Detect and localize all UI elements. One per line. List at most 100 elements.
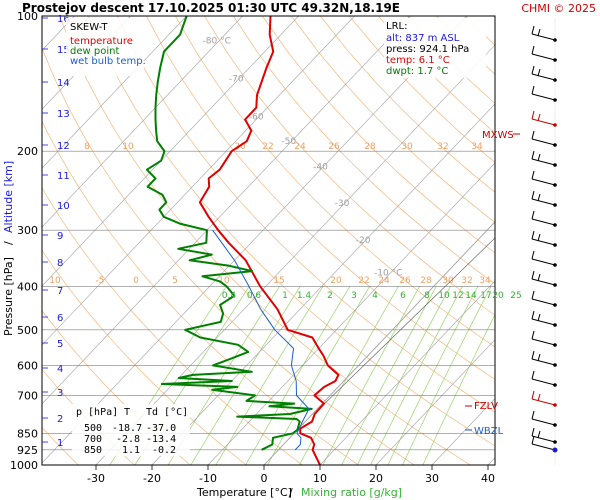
mixing-ratio-line <box>190 286 301 465</box>
temperature-tick-label: -20 <box>143 472 161 485</box>
wind-barb <box>531 25 535 35</box>
dry-adiabat <box>291 16 495 223</box>
wind-barb <box>531 230 535 240</box>
wind-barb <box>537 313 541 322</box>
isotherm-line <box>263 221 495 465</box>
wind-barb <box>531 118 556 126</box>
altitude-tick-label: 13 <box>57 109 70 120</box>
wind-barb <box>531 270 535 280</box>
isotherm-line <box>207 162 495 465</box>
wind-barb <box>531 158 556 166</box>
mixing-ratio-line <box>245 286 351 465</box>
pressure-tick-label: 700 <box>17 389 38 402</box>
lrl-temperature: temp: 6.1 °C <box>386 55 450 66</box>
wind-barb <box>531 378 556 386</box>
wind-barb <box>531 258 556 266</box>
wind-barb-dot <box>553 203 557 207</box>
altitude-tick-label: 2 <box>57 414 63 425</box>
altitude-tick-label: 12 <box>57 141 70 152</box>
credit-label: CHMI © 2025 <box>521 2 596 15</box>
dry-adiabat <box>175 16 495 348</box>
mixing-ratio-label: 14 <box>465 291 477 301</box>
wind-barb <box>531 85 535 95</box>
isotherm-label: -40 <box>313 163 328 173</box>
mixing-ratio-label: 10 <box>438 291 450 301</box>
parcel-line <box>317 237 495 411</box>
temperature-tick-label: 30 <box>425 472 439 485</box>
theta-label: -5 <box>96 276 105 286</box>
isotherm-label: -20 <box>356 236 371 246</box>
wind-barb <box>531 338 556 346</box>
wind-barb <box>531 418 556 426</box>
isotherm-line <box>42 16 243 228</box>
pressure-tick-label: 300 <box>17 224 38 237</box>
dry-adiabat <box>407 16 495 104</box>
legend: SKEW-T temperature dew point wet bulb te… <box>66 18 146 76</box>
wind-barb-dot <box>553 363 557 367</box>
lrl-info-box: LRL: alt: 837 m ASL press: 924.1 hPa tem… <box>384 18 486 78</box>
mixing-ratio-label: 17 <box>480 291 491 301</box>
isotherm-label: -30 <box>335 199 350 209</box>
wind-barb <box>531 65 535 75</box>
wind-barb-dot <box>553 440 557 444</box>
mixing-ratio-label: 1 <box>282 291 288 301</box>
wind-barb <box>531 443 556 451</box>
wind-barb <box>531 93 556 101</box>
altitude-tick-label: 4 <box>57 364 63 375</box>
isotherm-line <box>151 103 495 465</box>
isotherm-line <box>95 44 495 465</box>
wind-barb <box>531 198 556 206</box>
wind-barb <box>537 273 541 282</box>
mixing-ratio-label: 3 <box>351 291 357 301</box>
theta-label: 30 <box>401 142 413 152</box>
legend-temperature: temperature <box>70 36 133 47</box>
wind-barb <box>531 435 535 445</box>
theta-label: 20 <box>330 276 342 286</box>
table-cell: -18.7 <box>112 423 142 434</box>
theta-label: 10 <box>122 142 134 152</box>
wind-barb-dot <box>553 143 557 147</box>
wind-barb <box>531 330 535 340</box>
mixing-ratio-label: 12 <box>452 291 463 301</box>
theta-label: 26 <box>399 276 411 286</box>
wind-barb-dot <box>553 58 557 62</box>
dry-adiabat <box>233 16 495 285</box>
wind-barb-dot <box>553 183 557 187</box>
mxws-marker: MXWS <box>482 130 514 141</box>
mixing-ratio-line <box>341 286 437 465</box>
altitude-tick-label: 8 <box>57 258 63 269</box>
wind-barb <box>531 310 535 320</box>
table-cell: 1.1 <box>122 445 140 456</box>
mixing-ratio-label: 4 <box>372 291 378 301</box>
theta-label: 15 <box>273 276 284 286</box>
mixing-ratio-label: 6 <box>400 291 406 301</box>
wind-barb-dot <box>553 223 557 227</box>
table-header-t: T <box>124 407 130 418</box>
wind-barb-dot <box>553 38 557 42</box>
pressure-tick-label: 925 <box>17 444 38 457</box>
wind-barb <box>531 130 535 140</box>
y-axis-title-pressure: Pressure [hPa] <box>2 257 15 336</box>
theta-label: 28 <box>420 276 432 286</box>
dry-adiabat <box>349 16 495 163</box>
dry-adiabat <box>146 16 495 380</box>
dry-adiabat <box>262 16 495 254</box>
wind-barb <box>537 353 541 362</box>
wind-barb <box>531 398 556 406</box>
altitude-tick-label: 10 <box>57 201 70 212</box>
x-axis-title-temperature: Temperature [°C] <box>196 486 292 499</box>
altitude-tick-label: 3 <box>57 388 63 399</box>
table-cell: -37.0 <box>146 423 176 434</box>
wind-barb <box>531 427 535 437</box>
altitude-tick-label: 5 <box>57 339 63 350</box>
pressure-tick-label: 100 <box>17 10 38 23</box>
wind-barb <box>537 193 541 202</box>
theta-label: 22 <box>358 276 369 286</box>
wind-barb <box>537 113 541 122</box>
wind-barb <box>531 138 556 146</box>
theta-label: 24 <box>378 276 390 286</box>
altitude-tick-label: 11 <box>57 171 70 182</box>
lrl-altitude: alt: 837 m ASL <box>386 33 460 44</box>
dry-adiabat <box>552 16 600 465</box>
pressure-tick-label: 200 <box>17 145 38 158</box>
